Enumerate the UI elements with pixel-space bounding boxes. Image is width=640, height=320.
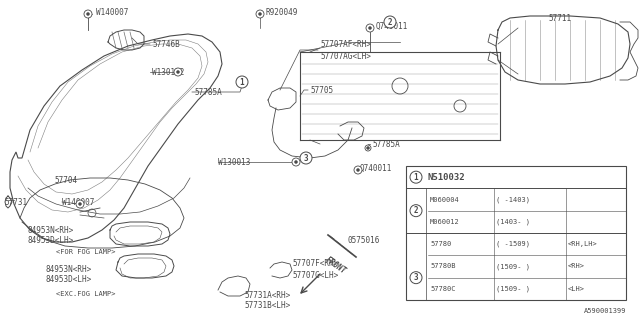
Text: 2: 2 <box>388 18 392 27</box>
Text: M060012: M060012 <box>430 219 460 225</box>
Circle shape <box>84 10 92 18</box>
Text: N510032: N510032 <box>428 173 466 182</box>
Text: 57780: 57780 <box>430 241 451 247</box>
Text: Q740011: Q740011 <box>360 164 392 172</box>
Text: W130132: W130132 <box>152 68 184 76</box>
Text: 57707AG<LH>: 57707AG<LH> <box>320 52 371 60</box>
Circle shape <box>384 16 396 28</box>
Circle shape <box>174 68 182 76</box>
Circle shape <box>365 145 371 151</box>
Text: 2: 2 <box>413 206 419 215</box>
Text: 57780C: 57780C <box>430 286 456 292</box>
Text: 84953D<LH>: 84953D<LH> <box>28 236 74 244</box>
Text: 0575016: 0575016 <box>348 236 380 244</box>
Circle shape <box>366 24 374 32</box>
Circle shape <box>356 169 360 172</box>
Text: A590001399: A590001399 <box>584 308 626 314</box>
Circle shape <box>367 147 369 149</box>
Text: ( -1403): ( -1403) <box>496 196 530 203</box>
Text: 1: 1 <box>240 77 244 86</box>
Text: (1509- ): (1509- ) <box>496 285 530 292</box>
Text: 57704: 57704 <box>54 175 77 185</box>
Text: Q740011: Q740011 <box>376 21 408 30</box>
Text: W140007: W140007 <box>96 7 129 17</box>
Text: 57711: 57711 <box>548 13 571 22</box>
Circle shape <box>354 166 362 174</box>
Text: 1: 1 <box>413 173 419 182</box>
Text: 57746B: 57746B <box>152 39 180 49</box>
Text: 3: 3 <box>304 154 308 163</box>
Bar <box>406 166 626 300</box>
Circle shape <box>410 171 422 183</box>
Text: <RH,LH>: <RH,LH> <box>568 241 598 247</box>
Text: 57707AF<RH>: 57707AF<RH> <box>320 39 371 49</box>
Circle shape <box>259 12 262 15</box>
Circle shape <box>300 152 312 164</box>
Text: ( -1509): ( -1509) <box>496 241 530 247</box>
Text: 57780B: 57780B <box>430 263 456 269</box>
Text: 84953N<RH>: 84953N<RH> <box>46 266 92 275</box>
Text: W140007: W140007 <box>62 197 94 206</box>
Text: 3: 3 <box>413 273 419 282</box>
Circle shape <box>79 203 81 205</box>
Text: 57785A: 57785A <box>372 140 400 148</box>
Circle shape <box>294 161 298 164</box>
Circle shape <box>410 272 422 284</box>
Text: 57731A<RH>: 57731A<RH> <box>244 292 291 300</box>
Circle shape <box>76 200 84 208</box>
Text: 84953D<LH>: 84953D<LH> <box>46 276 92 284</box>
Text: <FOR FOG LAMP>: <FOR FOG LAMP> <box>56 249 115 255</box>
Text: 57785A: 57785A <box>194 87 221 97</box>
Text: (1509- ): (1509- ) <box>496 263 530 270</box>
Circle shape <box>256 10 264 18</box>
Text: <RH>: <RH> <box>568 263 585 269</box>
Circle shape <box>410 205 422 217</box>
Text: 57731B<LH>: 57731B<LH> <box>244 301 291 310</box>
Circle shape <box>236 76 248 88</box>
Text: FRONT: FRONT <box>324 256 348 276</box>
Text: <EXC.FOG LAMP>: <EXC.FOG LAMP> <box>56 291 115 297</box>
Text: 57705: 57705 <box>310 85 333 94</box>
Text: R920049: R920049 <box>265 7 298 17</box>
Text: 57707F<RH>: 57707F<RH> <box>292 260 339 268</box>
Text: (1403- ): (1403- ) <box>496 219 530 225</box>
Circle shape <box>292 158 300 166</box>
Text: <LH>: <LH> <box>568 286 585 292</box>
Circle shape <box>86 12 90 15</box>
Text: M060004: M060004 <box>430 196 460 203</box>
Text: W130013: W130013 <box>218 157 250 166</box>
Circle shape <box>177 70 179 74</box>
Circle shape <box>369 27 371 29</box>
Text: 57731: 57731 <box>4 197 27 206</box>
Text: 84953N<RH>: 84953N<RH> <box>28 226 74 235</box>
Text: 57707G<LH>: 57707G<LH> <box>292 271 339 281</box>
